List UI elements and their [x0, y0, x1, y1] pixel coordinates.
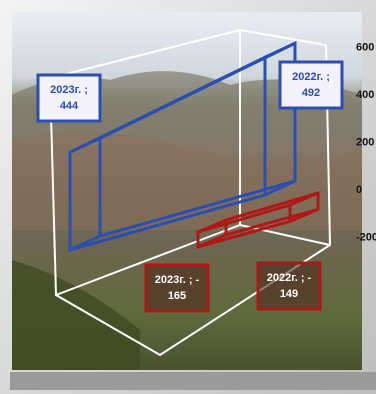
y-tick-label: 200 — [356, 136, 374, 148]
ribbon-edge — [197, 218, 227, 234]
data-label: 149 — [280, 288, 298, 300]
frame-line — [49, 44, 332, 357]
data-label: 492 — [302, 87, 320, 99]
data-label: 165 — [168, 290, 186, 302]
data-label: 2023г. ; — [50, 84, 88, 96]
frame-line — [55, 223, 331, 296]
ribbon-edge — [197, 233, 227, 249]
trees — [12, 260, 140, 370]
ribbon-edge — [69, 136, 101, 154]
data-label: 2022г. ; — [292, 71, 330, 83]
wireframe — [49, 28, 332, 357]
data-label: 2023г. ; - — [155, 274, 200, 286]
y-tick-label: 0 — [356, 184, 362, 196]
data-label: 2022г. ; - — [267, 272, 312, 284]
data-label: 444 — [60, 100, 79, 112]
ribbon-edge — [264, 41, 296, 59]
data-label-box — [278, 60, 344, 110]
bottom-bar — [10, 372, 376, 390]
ribbon-edge — [289, 191, 319, 207]
y-tick-label: 600 — [356, 41, 374, 53]
ribbon-edge — [264, 179, 296, 197]
data-label-box — [256, 261, 322, 311]
data-label-box — [144, 263, 210, 313]
ribbon-edge — [289, 208, 319, 223]
y-tick-label: 400 — [356, 89, 374, 101]
ribbon-edge — [69, 234, 101, 252]
data-label-box — [36, 73, 102, 123]
y-tick-label: -200 — [356, 231, 376, 243]
